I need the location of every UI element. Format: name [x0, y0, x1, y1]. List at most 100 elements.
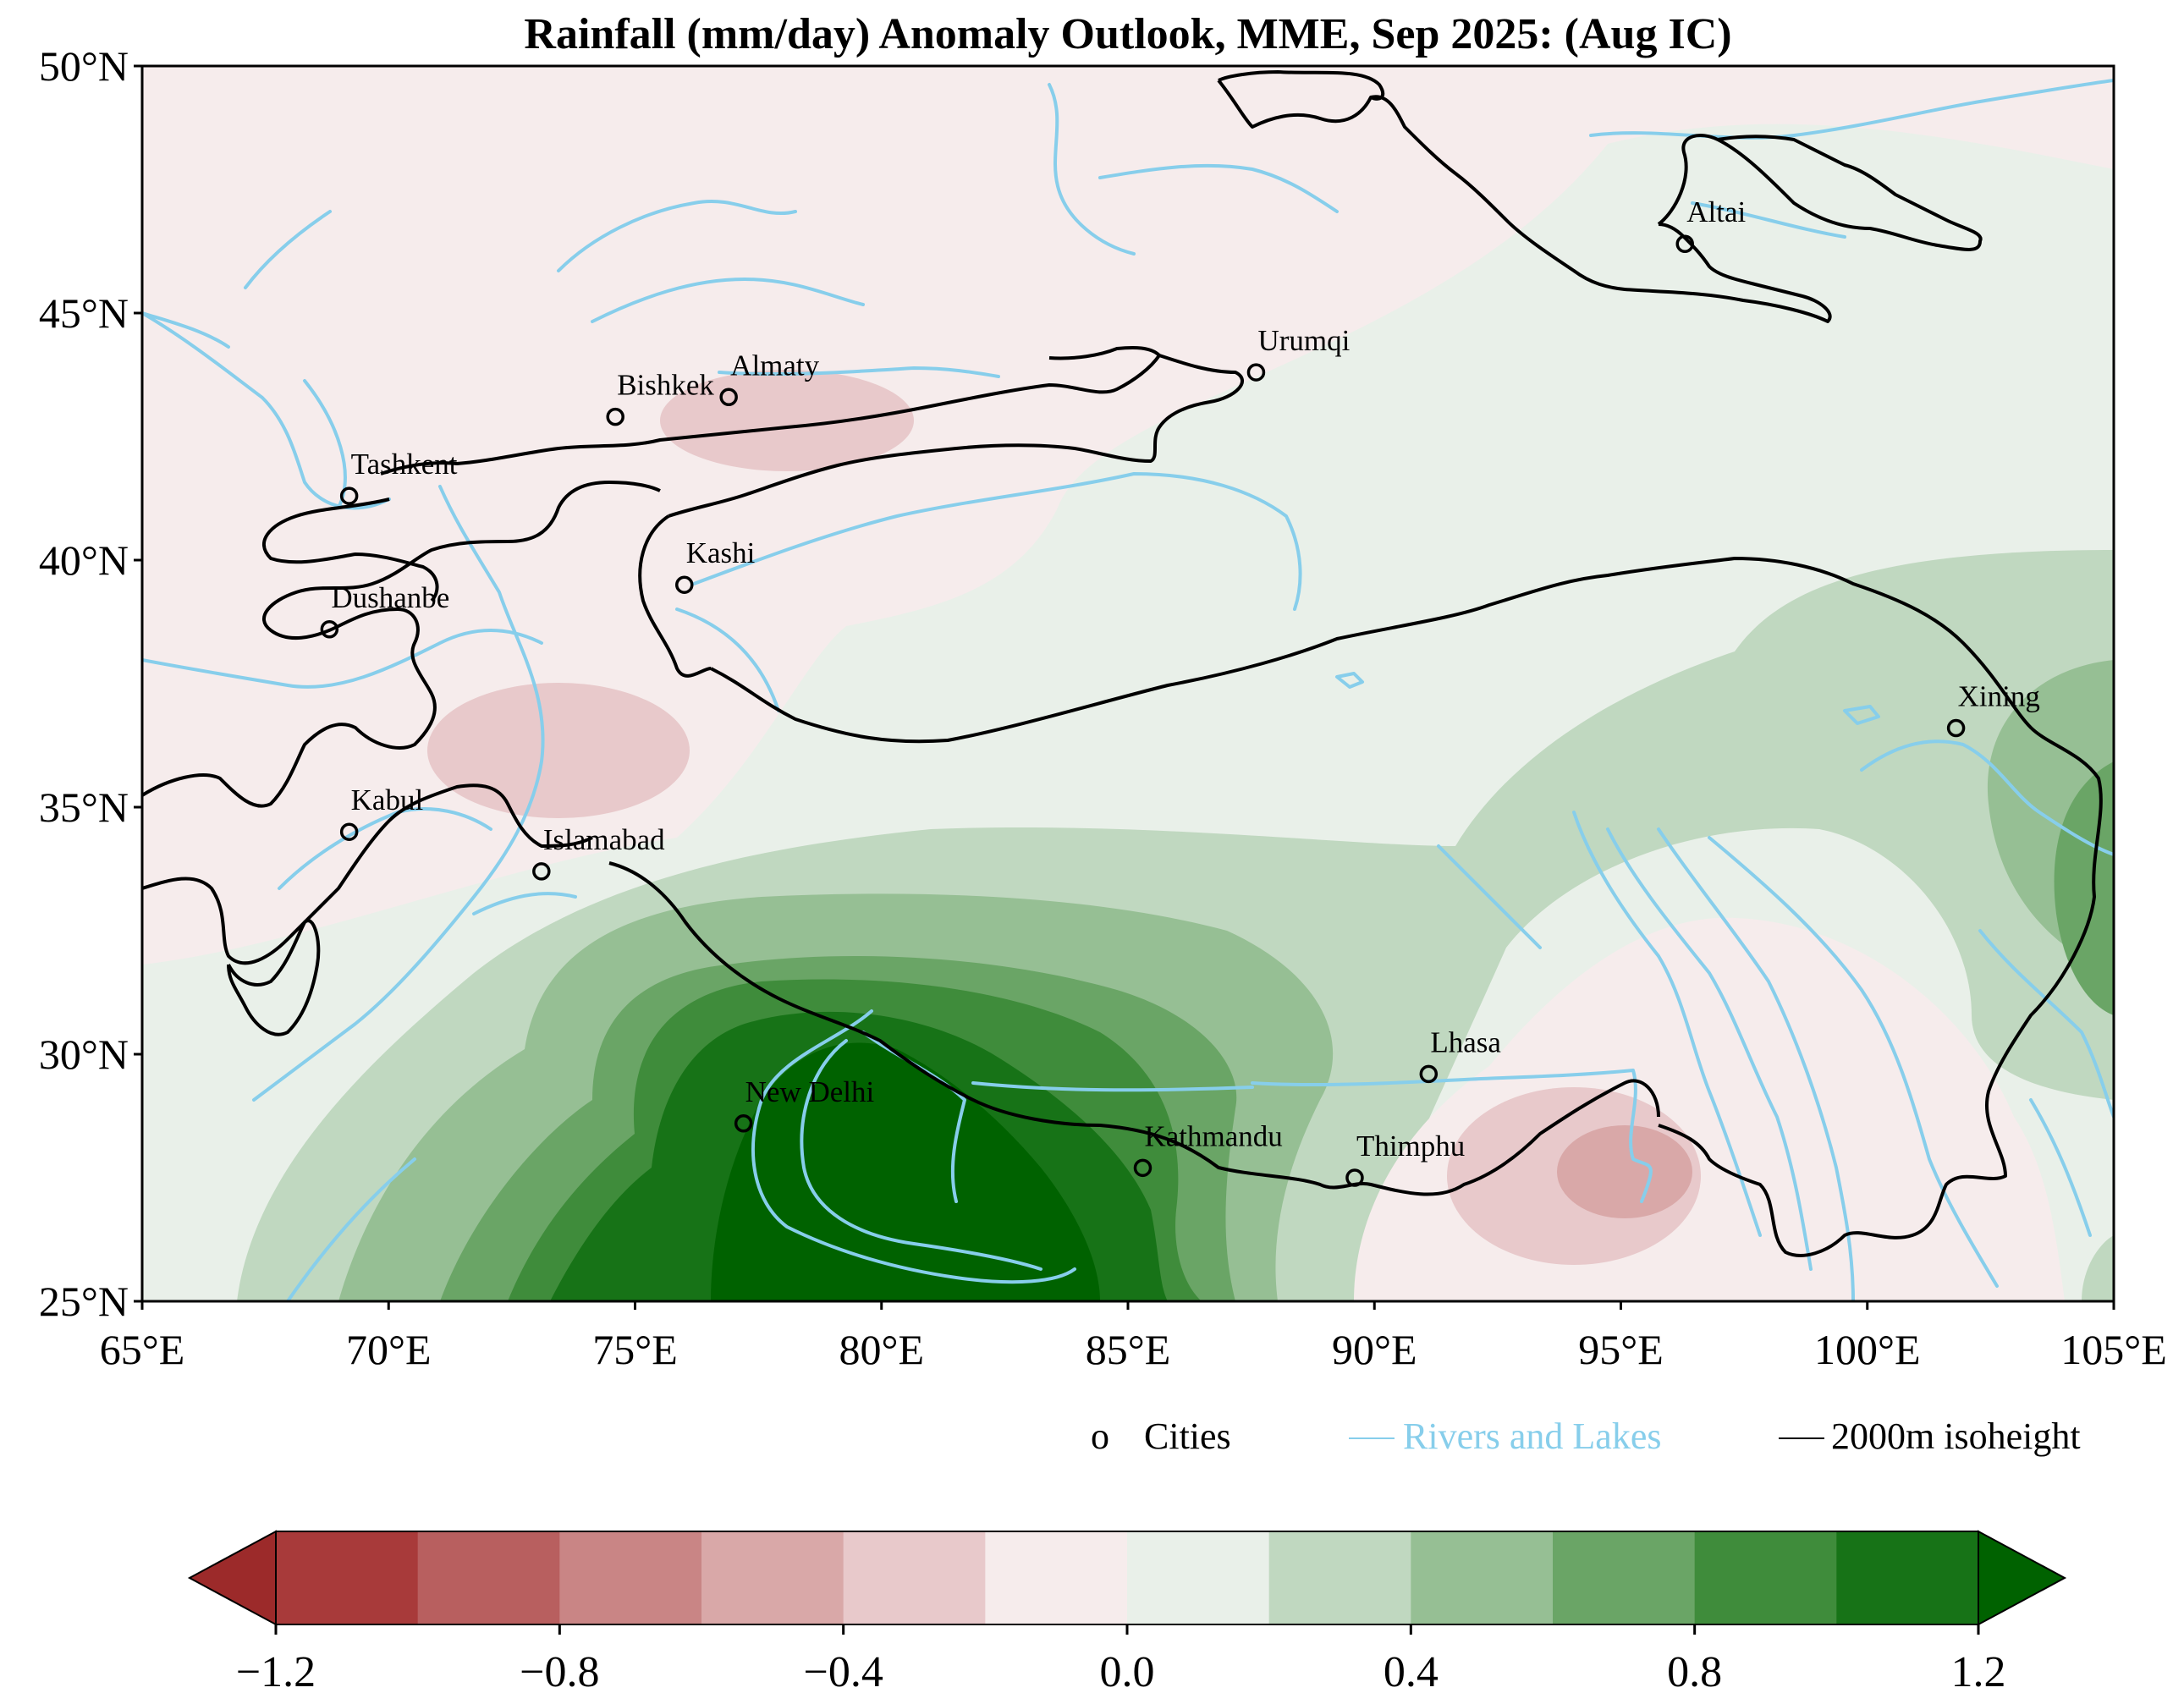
- legend-isoheight-label: 2000m isoheight: [1831, 1415, 2081, 1457]
- river-kazakh-1: [244, 210, 332, 289]
- river-thar: [286, 1157, 416, 1301]
- river-ganges-2: [800, 1039, 1042, 1271]
- city-marker-bishkek: [606, 407, 624, 426]
- city-marker-altai: [1675, 234, 1694, 253]
- city-marker-kashi: [675, 575, 694, 594]
- isoheight-tianshan: [380, 346, 1161, 475]
- isoheight-sayan: [1218, 70, 1385, 101]
- colorbar-tick-label: −0.8: [520, 1648, 599, 1696]
- river-se-3: [2029, 1098, 2092, 1237]
- colorbar-swatch: [559, 1531, 702, 1624]
- city-marker-lhasa: [1419, 1064, 1439, 1084]
- river-north-2: [591, 278, 865, 323]
- colorbar-swatch: [1268, 1531, 1411, 1624]
- city-marker-xining: [1946, 718, 1966, 738]
- city-marker-islamabad: [532, 862, 551, 881]
- isoheight-pamir: [142, 481, 661, 808]
- y-tick-label: 40°N: [39, 536, 129, 584]
- x-tick-label: 85°E: [1086, 1326, 1171, 1373]
- river-north-3: [1048, 83, 1136, 256]
- y-tick-label: 35°N: [39, 783, 129, 831]
- colorbar-swatch: [843, 1531, 986, 1624]
- wet-region-se: [2082, 1235, 2114, 1301]
- x-tick-label: 70°E: [346, 1326, 432, 1373]
- river-north-6: [1691, 201, 1846, 239]
- city-label-tashkent: Tashkent: [351, 448, 458, 481]
- colorbar: −1.2 −0.8 −0.4 0.0 0.4 0.8 1.2: [187, 1530, 2067, 1696]
- colorbar-tick-label: 0.4: [1384, 1648, 1439, 1696]
- dry-region-east-2: [1557, 1125, 1692, 1218]
- city-label-bishkek: Bishkek: [617, 369, 714, 402]
- river-tarim: [692, 472, 1302, 611]
- x-tick-label: 65°E: [100, 1326, 185, 1373]
- river-ganges-1: [751, 1009, 1076, 1284]
- city-label-xining: Xining: [1958, 680, 2040, 713]
- isoheight-altai-2: [1657, 134, 1983, 251]
- city-marker-urumqi: [1246, 363, 1266, 382]
- city-marker-almaty: [719, 388, 738, 407]
- cities-layer: Altai Urumqi Almaty Bishkek Tashkent Kashi Dus…: [320, 195, 2040, 1187]
- colorbar-tick-label: −1.2: [236, 1648, 316, 1696]
- city-label-almaty: Almaty: [730, 349, 819, 382]
- isoheight-pamir-south: [142, 783, 593, 965]
- x-tick-label: 105°E: [2060, 1326, 2167, 1373]
- colorbar-tick-label: −0.4: [804, 1648, 883, 1696]
- lake-small-1: [1335, 672, 1364, 689]
- city-marker-kabul: [339, 822, 359, 841]
- city-label-new-delhi: New Delhi: [745, 1075, 875, 1108]
- river-amu-darya: [142, 629, 543, 689]
- colorbar-under-arrow: [187, 1530, 277, 1626]
- x-tick-label: 100°E: [1814, 1326, 1921, 1373]
- anomaly-shading: [142, 124, 2114, 1301]
- city-label-thimphu: Thimphu: [1356, 1130, 1465, 1163]
- isoheight-tibet-north: [710, 557, 2103, 1257]
- x-axis: 65°E 70°E 75°E 80°E 85°E 90°E 95°E 100°E 105°E: [100, 1301, 2167, 1373]
- river-mekong-3: [1657, 827, 1855, 1301]
- x-tick-label: 75°E: [592, 1326, 678, 1373]
- map-legend: o Cities Rivers and Lakes 2000m isoheigh…: [1091, 1415, 2081, 1457]
- y-tick-label: 30°N: [39, 1031, 129, 1078]
- city-label-lhasa: Lhasa: [1430, 1025, 1501, 1058]
- river-mekong-1: [1572, 811, 1762, 1237]
- city-marker-thimphu: [1345, 1168, 1364, 1187]
- y-tick-label: 25°N: [39, 1278, 129, 1325]
- colorbar-swatch: [1411, 1531, 1554, 1624]
- x-tick-label: 90°E: [1332, 1326, 1417, 1373]
- river-northwest: [142, 311, 230, 349]
- river-north-5: [1589, 79, 2114, 140]
- colorbar-swatch: [417, 1531, 560, 1624]
- river-east-2: [1978, 929, 2114, 1119]
- x-tick-label: 95°E: [1578, 1326, 1664, 1373]
- river-brahmaputra: [1251, 1069, 1653, 1203]
- dry-region-islamabad: [427, 683, 690, 818]
- isoheight-himalaya: [608, 861, 1660, 1196]
- city-label-urumqi: Urumqi: [1257, 324, 1350, 357]
- city-marker-new-delhi: [734, 1114, 753, 1133]
- dry-region-almaty: [660, 370, 914, 471]
- colorbar-over-arrow: [1978, 1530, 2067, 1626]
- isoheight-2000m: [142, 70, 2103, 1257]
- isoheight-pamir-loop: [227, 919, 321, 1036]
- isoheight-hindu-kush: [261, 497, 439, 602]
- river-yarlung: [971, 1081, 1254, 1092]
- city-label-altai: Altai: [1686, 195, 1746, 228]
- colorbar-swatch: [1553, 1531, 1696, 1624]
- map-panel: [142, 66, 2114, 1301]
- river-north-4: [1098, 163, 1339, 213]
- river-ili: [718, 366, 1000, 378]
- river-mekong-2: [1606, 827, 1813, 1271]
- colorbar-tick-label: 1.2: [1951, 1648, 2006, 1696]
- river-kabul: [472, 892, 577, 915]
- y-tick-label: 45°N: [39, 289, 129, 337]
- colorbar-swatch: [985, 1531, 1128, 1624]
- x-tick-label: 80°E: [839, 1326, 924, 1373]
- river-indus: [252, 485, 545, 1102]
- colorbar-tick-label: 0.0: [1100, 1648, 1155, 1696]
- y-tick-label: 50°N: [39, 42, 129, 90]
- isoheight-kunlun: [638, 514, 712, 678]
- legend-cities-label: Cities: [1144, 1415, 1231, 1457]
- river-north-1: [557, 199, 797, 272]
- colorbar-swatch: [1694, 1531, 1837, 1624]
- colorbar-swatch: [701, 1531, 844, 1624]
- isoheight-altai: [1217, 79, 1832, 323]
